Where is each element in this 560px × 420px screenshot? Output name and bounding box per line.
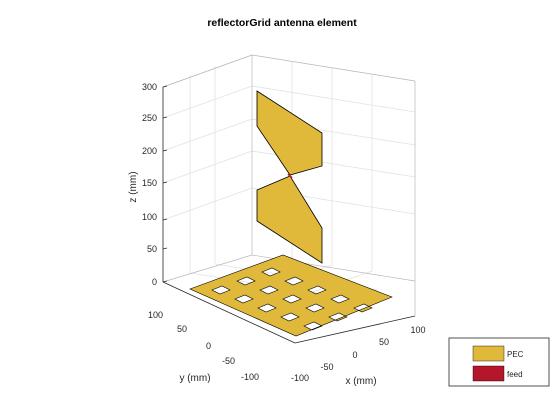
legend-swatch-pec: [472, 345, 505, 362]
x-axis-label: x (mm): [345, 376, 376, 387]
y-tick-label: 100: [148, 310, 163, 320]
legend-label-pec: PEC: [507, 350, 524, 359]
x-axis: -100 -50 0 50 100 x (mm): [291, 325, 426, 387]
z-tick-label: 50: [147, 244, 157, 254]
y-tick-label: -100: [241, 372, 259, 382]
x-tick-label: 100: [410, 325, 425, 335]
x-tick-label: -100: [291, 373, 309, 383]
y-tick-label: 50: [177, 324, 187, 334]
reflector-grid: [189, 254, 393, 337]
y-tick-label: -50: [222, 356, 235, 366]
legend[interactable]: PEC feed: [448, 337, 550, 387]
axes-box-front: [162, 81, 416, 344]
dipole-arm-upper: [256, 90, 323, 176]
z-tick-label: 300: [142, 82, 157, 92]
legend-label-feed: feed: [507, 370, 523, 379]
feed-strip: [287, 173, 293, 179]
z-axis: 300 250 200 150 100 50 0 z (mm): [128, 82, 168, 287]
figure-title: reflectorGrid antenna element: [207, 17, 357, 29]
y-axis-label: y (mm): [179, 373, 210, 384]
x-tick-label: -50: [320, 362, 333, 372]
reflector-plate: [189, 254, 393, 337]
x-tick-label: 50: [379, 337, 389, 347]
dipole-element: [256, 90, 323, 264]
z-tick-label: 0: [152, 277, 157, 287]
legend-swatch-feed: [472, 365, 505, 382]
dipole-arm-lower: [256, 175, 323, 264]
z-tick-label: 150: [142, 178, 157, 188]
z-tick-label: 200: [142, 146, 157, 156]
z-tick-label: 250: [142, 113, 157, 123]
z-tick-label: 100: [142, 212, 157, 222]
y-axis: 100 50 0 -50 -100 y (mm): [148, 310, 259, 384]
z-axis-label: z (mm): [128, 171, 139, 202]
x-tick-label: 0: [352, 350, 357, 360]
y-tick-label: 0: [206, 341, 211, 351]
